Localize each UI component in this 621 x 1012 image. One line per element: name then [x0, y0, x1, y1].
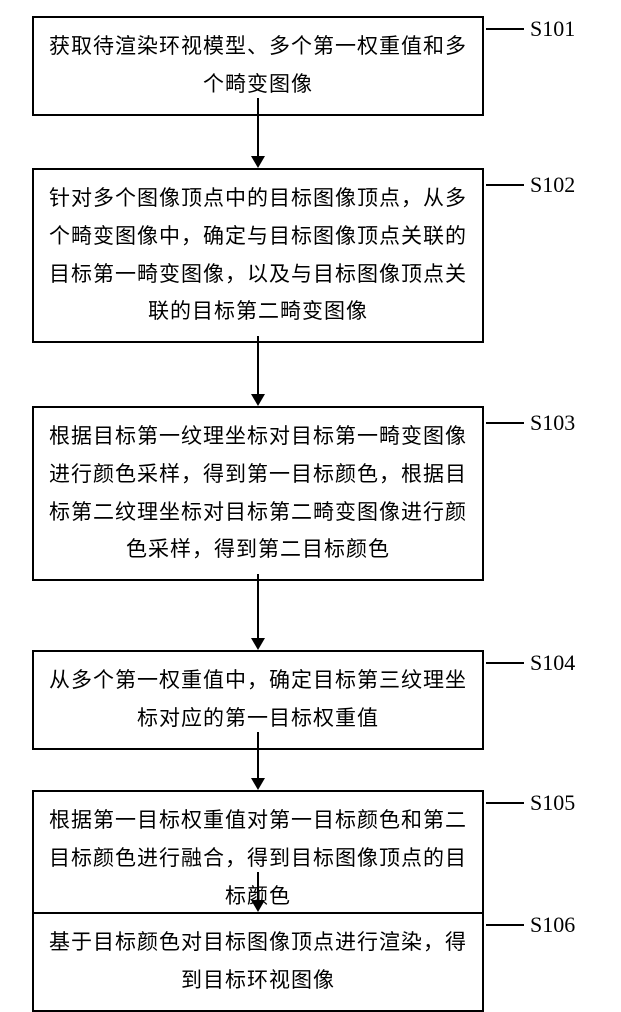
flowchart-step-box-3: 根据目标第一纹理坐标对目标第一畸变图像进行颜色采样，得到第一目标颜色，根据目标第… — [32, 406, 484, 581]
flowchart-step-label-5: S105 — [530, 790, 575, 816]
flowchart-arrow-line-3 — [257, 574, 259, 638]
label-connector-2 — [486, 184, 524, 186]
label-connector-5 — [486, 802, 524, 804]
label-connector-4 — [486, 662, 524, 664]
flowchart-arrow-line-1 — [257, 98, 259, 156]
flowchart-arrow-line-5 — [257, 872, 259, 900]
flowchart-step-label-4: S104 — [530, 650, 575, 676]
flowchart-container: 获取待渲染环视模型、多个第一权重值和多个畸变图像S101针对多个图像顶点中的目标… — [0, 0, 621, 1000]
flowchart-arrow-line-2 — [257, 336, 259, 394]
flowchart-arrowhead-3 — [251, 638, 265, 650]
flowchart-arrowhead-2 — [251, 394, 265, 406]
flowchart-step-box-6: 基于目标颜色对目标图像顶点进行渲染，得到目标环视图像 — [32, 912, 484, 1012]
flowchart-arrowhead-1 — [251, 156, 265, 168]
flowchart-step-label-6: S106 — [530, 912, 575, 938]
flowchart-step-label-2: S102 — [530, 172, 575, 198]
flowchart-step-label-3: S103 — [530, 410, 575, 436]
label-connector-3 — [486, 422, 524, 424]
flowchart-arrowhead-5 — [251, 900, 265, 912]
label-connector-6 — [486, 924, 524, 926]
label-connector-1 — [486, 28, 524, 30]
flowchart-step-box-2: 针对多个图像顶点中的目标图像顶点，从多个畸变图像中，确定与目标图像顶点关联的目标… — [32, 168, 484, 343]
flowchart-step-label-1: S101 — [530, 16, 575, 42]
flowchart-arrow-line-4 — [257, 732, 259, 778]
flowchart-arrowhead-4 — [251, 778, 265, 790]
